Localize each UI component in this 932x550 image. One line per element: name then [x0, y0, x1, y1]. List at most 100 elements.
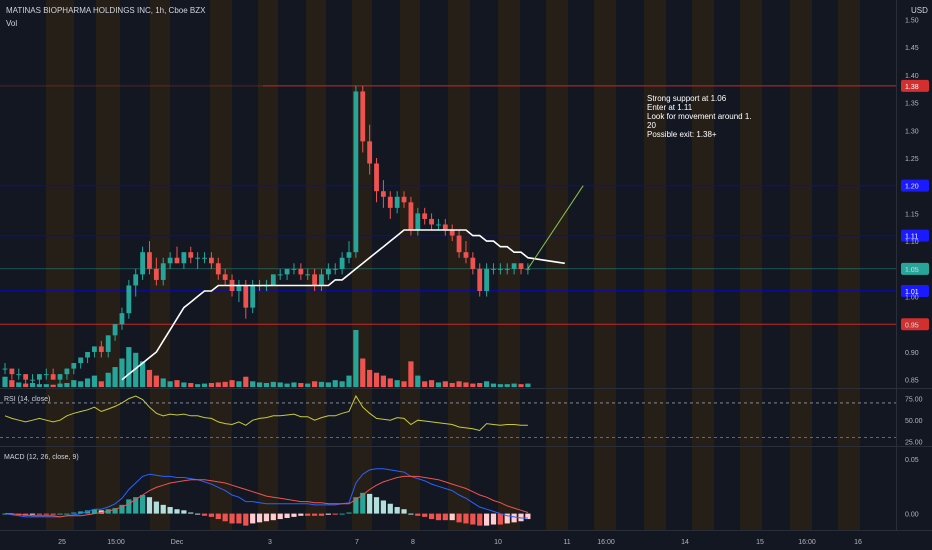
candle-body[interactable]	[2, 368, 8, 370]
candle-body[interactable]	[209, 257, 214, 264]
candle-body[interactable]	[477, 268, 483, 291]
candle-body[interactable]	[112, 324, 118, 336]
candle-body[interactable]	[339, 257, 345, 269]
candle-body[interactable]	[291, 268, 297, 270]
candle-body[interactable]	[30, 379, 35, 381]
candle-body[interactable]	[50, 374, 56, 380]
candle-body[interactable]	[360, 91, 366, 142]
candle-body[interactable]	[270, 274, 276, 286]
volume-bar	[222, 381, 228, 387]
candle-body[interactable]	[394, 196, 400, 208]
candle-body[interactable]	[167, 257, 173, 264]
candle-body[interactable]	[401, 196, 407, 203]
macd-histogram-bar	[78, 511, 84, 514]
projection-line[interactable]	[527, 185, 584, 270]
candle-body[interactable]	[497, 268, 503, 270]
candle-body[interactable]	[195, 257, 201, 259]
candle-body[interactable]	[174, 257, 180, 264]
candle-body[interactable]	[518, 263, 524, 269]
candle-body[interactable]	[202, 257, 207, 259]
candle-body[interactable]	[491, 268, 496, 270]
candle-body[interactable]	[456, 235, 462, 253]
level-badge-label: 1.20	[905, 184, 919, 191]
candle-body[interactable]	[140, 252, 145, 275]
symbol-title: MATINAS BIOPHARMA HOLDINGS INC, 1h, Cboe…	[6, 6, 206, 15]
candle-body[interactable]	[23, 374, 29, 380]
candle-body[interactable]	[387, 196, 393, 208]
volume-bar	[71, 380, 77, 387]
candle-body[interactable]	[147, 252, 152, 269]
candle-body[interactable]	[442, 224, 448, 231]
candle-body[interactable]	[133, 274, 139, 286]
candle-body[interactable]	[346, 252, 352, 258]
time-axis[interactable]: 25 15:00 Dec 3 7 8 10 11 16:00 14 15 16:00 16	[58, 539, 862, 546]
candle-body[interactable]	[367, 141, 373, 164]
candle-body[interactable]	[422, 213, 428, 219]
candle-body[interactable]	[243, 285, 249, 308]
candle-body[interactable]	[236, 285, 242, 291]
session-band	[644, 0, 666, 530]
candle-body[interactable]	[37, 374, 42, 380]
volume-bar	[408, 361, 414, 387]
candle-body[interactable]	[381, 191, 386, 197]
session-bands	[46, 0, 860, 530]
candle-body[interactable]	[332, 268, 338, 270]
candle-body[interactable]	[353, 91, 359, 253]
horizontal-levels[interactable]: 1.38 1.20 1.11 1.01 0.95 1.05	[0, 79, 929, 331]
candle-body[interactable]	[374, 163, 379, 192]
candle-body[interactable]	[160, 263, 166, 280]
candle-body[interactable]	[298, 268, 304, 275]
candle-body[interactable]	[71, 363, 77, 369]
candle-body[interactable]	[181, 252, 187, 264]
candle-body[interactable]	[16, 374, 22, 376]
candle-body[interactable]	[305, 274, 311, 276]
candle-body[interactable]	[415, 213, 421, 231]
candle-body[interactable]	[484, 268, 489, 291]
candle-body[interactable]	[43, 374, 49, 376]
volume-bar	[497, 384, 503, 387]
candle-body[interactable]	[277, 274, 283, 276]
annotation-note[interactable]: Strong support at 1.06 Enter at 1.11 Loo…	[647, 94, 752, 139]
level-badge-label: 0.95	[905, 322, 919, 329]
candle-body[interactable]	[188, 252, 194, 258]
volume-bar	[477, 383, 483, 387]
candle-body[interactable]	[525, 268, 531, 270]
candle-body[interactable]	[284, 268, 290, 275]
candle-body[interactable]	[105, 335, 111, 352]
macd-histogram-bar	[16, 513, 22, 515]
macd-histogram-bar	[126, 499, 132, 514]
candle-body[interactable]	[436, 224, 441, 226]
macd-histogram-bar	[422, 513, 428, 517]
candle-body[interactable]	[449, 230, 455, 236]
candle-body[interactable]	[98, 346, 104, 352]
candle-body[interactable]	[92, 346, 97, 352]
volume-bar	[305, 383, 311, 387]
price-axis[interactable]: 1.50 1.45 1.40 1.35 1.30 1.25 1.20 1.15 1.10 1.05…	[905, 17, 919, 384]
volume-bar	[91, 375, 98, 387]
candle-body[interactable]	[222, 274, 228, 280]
candle-body[interactable]	[470, 257, 476, 269]
candle-body[interactable]	[319, 274, 324, 286]
volume-bar	[2, 376, 8, 387]
projection-trendline[interactable]	[527, 185, 584, 270]
candle-body[interactable]	[215, 263, 221, 275]
candle-body[interactable]	[325, 268, 331, 275]
macd-histogram-bar	[43, 513, 49, 515]
candle-body[interactable]	[153, 268, 159, 280]
candle-body[interactable]	[504, 268, 510, 270]
candle-body[interactable]	[126, 285, 132, 314]
candle-body[interactable]	[429, 218, 434, 225]
candle-body[interactable]	[85, 351, 90, 358]
candle-body[interactable]	[463, 252, 469, 258]
candle-body[interactable]	[511, 263, 517, 269]
candle-body[interactable]	[64, 368, 70, 375]
candle-body[interactable]	[250, 285, 256, 308]
candle-body[interactable]	[119, 313, 125, 325]
candle-body[interactable]	[408, 202, 414, 231]
candle-body[interactable]	[78, 357, 84, 364]
candle-body[interactable]	[9, 368, 15, 375]
candle-body[interactable]	[312, 274, 317, 286]
candle-body[interactable]	[57, 374, 63, 380]
